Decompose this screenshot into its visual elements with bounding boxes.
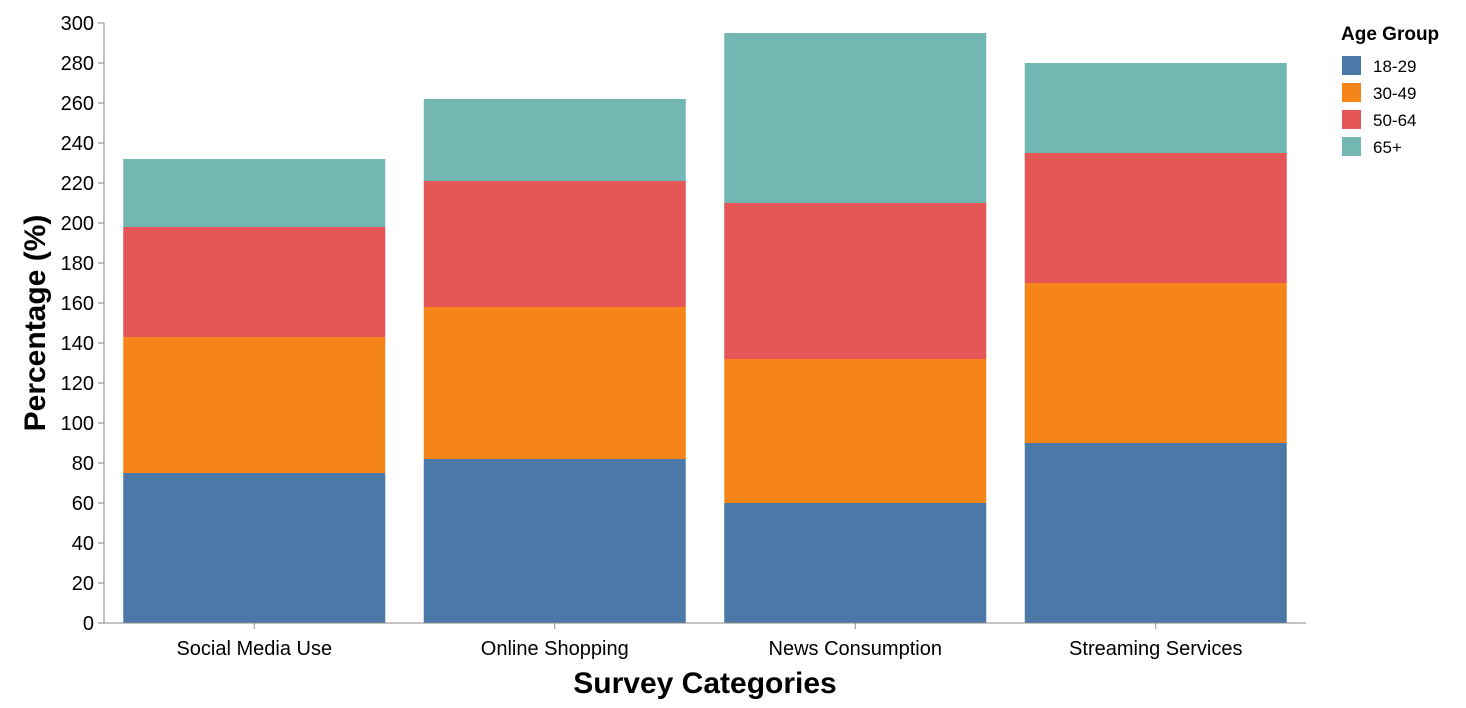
bar-18-29-social-media-use	[123, 473, 386, 623]
legend-swatch	[1342, 137, 1361, 156]
y-axis: 0 20 40 60 80 100 120 140 160 180 200 220 240 260 280 3…	[61, 13, 105, 635]
y-tick-label: 180	[61, 253, 94, 275]
legend-label: 18-29	[1373, 57, 1416, 76]
y-tick-label: 80	[72, 453, 94, 475]
bar-65+-news-consumption	[724, 33, 987, 203]
bar-65+-online-shopping	[423, 99, 686, 181]
y-tick-label: 160	[61, 293, 94, 315]
y-tick-label: 0	[83, 613, 94, 635]
x-axis-title: Survey Categories	[573, 667, 836, 700]
y-axis-title: Percentage (%)	[19, 215, 52, 432]
legend-swatch	[1342, 110, 1361, 129]
x-axis: Social Media Use Online Shopping News Cons…	[104, 622, 1306, 660]
bar-30-49-streaming-services	[1024, 283, 1287, 443]
x-tick-label: Online Shopping	[481, 638, 629, 660]
y-tick-label: 200	[61, 213, 94, 235]
y-tick-label: 120	[61, 373, 94, 395]
legend-title: Age Group	[1341, 24, 1439, 45]
y-tick-label: 300	[61, 13, 94, 35]
bar-18-29-streaming-services	[1024, 443, 1287, 623]
bar-18-29-online-shopping	[423, 459, 686, 623]
bar-50-64-online-shopping	[423, 181, 686, 307]
y-tick-label: 220	[61, 173, 94, 195]
y-tick-label: 40	[72, 533, 94, 555]
y-tick-label: 240	[61, 133, 94, 155]
y-tick-label: 280	[61, 53, 94, 75]
legend-label: 50-64	[1373, 111, 1416, 130]
legend: Age Group 18-29 30-49 50-64 65+	[1341, 24, 1439, 157]
legend-swatch	[1342, 83, 1361, 102]
x-tick-label: News Consumption	[769, 638, 942, 660]
legend-label: 65+	[1373, 138, 1402, 157]
legend-swatch	[1342, 56, 1361, 75]
bar-30-49-online-shopping	[423, 307, 686, 459]
bar-50-64-news-consumption	[724, 203, 987, 359]
y-tick-label: 60	[72, 493, 94, 515]
bar-30-49-news-consumption	[724, 359, 987, 503]
bars-layer	[123, 33, 1287, 623]
x-tick-label: Streaming Services	[1069, 638, 1242, 660]
y-tick-label: 260	[61, 93, 94, 115]
legend-label: 30-49	[1373, 84, 1416, 103]
bar-50-64-streaming-services	[1024, 153, 1287, 283]
y-tick-label: 20	[72, 573, 94, 595]
bar-50-64-social-media-use	[123, 227, 386, 337]
bar-65+-social-media-use	[123, 159, 386, 227]
bar-30-49-social-media-use	[123, 337, 386, 473]
bar-65+-streaming-services	[1024, 63, 1287, 153]
x-tick-label: Social Media Use	[176, 638, 332, 660]
y-tick-label: 100	[61, 413, 94, 435]
bar-18-29-news-consumption	[724, 503, 987, 623]
y-tick-label: 140	[61, 333, 94, 355]
